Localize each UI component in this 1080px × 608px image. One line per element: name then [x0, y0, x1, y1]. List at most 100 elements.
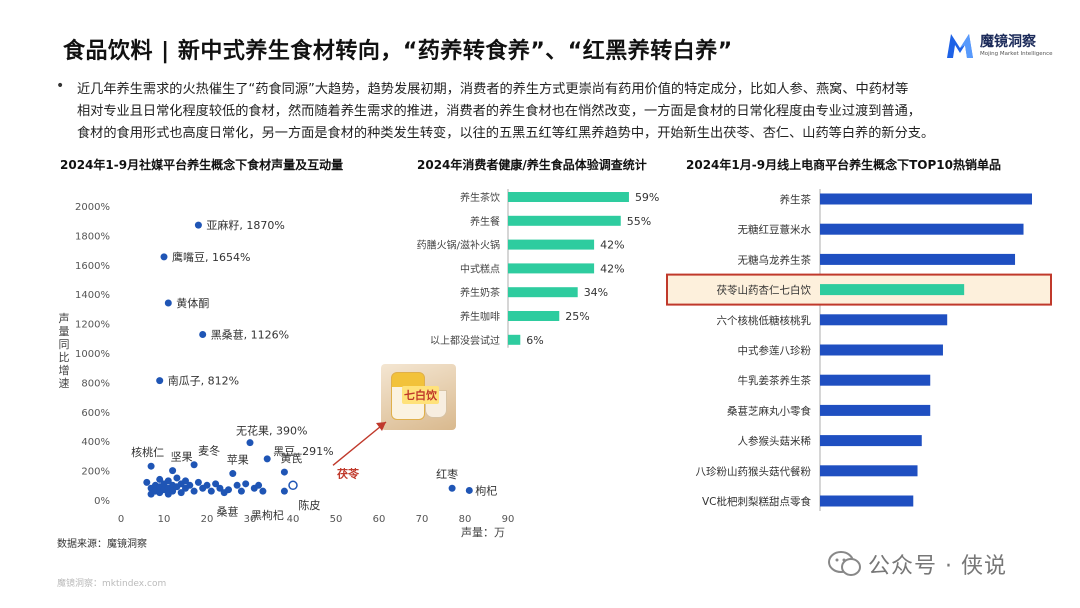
scatter-point: [242, 480, 250, 488]
survey-category-label: 养生奶茶: [460, 286, 500, 299]
scatter-point-label: 黄体酮: [176, 296, 209, 310]
survey-category-label: 以上都没尝试过: [430, 334, 500, 347]
scatter-point: [280, 487, 288, 495]
top10-bar: [820, 223, 1024, 235]
y-axis-label-char: 声: [59, 311, 70, 325]
top10-category-label: VC枇杷刺梨糕甜点零食: [702, 495, 812, 508]
scatter-point: [190, 487, 198, 495]
survey-value-label: 34%: [584, 286, 608, 299]
top10-bar: [820, 344, 943, 356]
scatter-point: [255, 481, 263, 489]
brand-m-icon: [947, 34, 973, 58]
highlight-arrow-line: [332, 421, 387, 466]
y-tick-label: 800%: [81, 378, 110, 389]
survey-category-label: 养生咖啡: [460, 310, 500, 323]
scatter-point: [177, 489, 185, 497]
x-tick-label: 30: [244, 514, 257, 525]
scatter-point: [199, 330, 207, 338]
top10-bar: [820, 314, 948, 326]
footer-site: 魔镜洞察：mktindex.com: [57, 579, 167, 589]
scatter-chart-title: 2024年1-9月社媒平台养生概念下食材声量及互动量: [60, 158, 344, 172]
scatter-point: [173, 474, 181, 482]
survey-bar: [508, 192, 629, 202]
top10-category-label: 牛乳姜茶养生茶: [738, 374, 812, 387]
y-tick-label: 2000%: [75, 202, 110, 213]
y-tick-label: 400%: [81, 437, 110, 448]
scatter-point: [237, 487, 245, 495]
x-axis-label: 声量：万: [461, 525, 505, 539]
intro-line: 食材的食用形式也高度日常化，另一方面是食材的种类发生转变，以往的五黑五红等红黑养…: [77, 126, 935, 141]
scatter-point: [246, 439, 254, 447]
scatter-point-label: 红枣: [436, 468, 458, 481]
scatter-point: [169, 487, 177, 495]
scatter-point-label: 黑豆, 291%: [273, 445, 333, 458]
survey-bar: [508, 287, 578, 298]
scatter-point: [194, 478, 202, 486]
scatter-point: [169, 467, 177, 475]
scatter-point-label: 苹果: [227, 453, 249, 467]
top10-category-label: 桑葚芝麻丸小零食: [727, 404, 811, 417]
scatter-point: [156, 475, 164, 483]
scatter-point: [229, 470, 237, 478]
scatter-point-label: 核桃仁: [131, 445, 164, 459]
top10-bar: [820, 435, 922, 447]
top10-category-label: 茯苓山药杏仁七白饮: [717, 284, 812, 297]
scatter-point-label: 茯苓: [336, 466, 360, 480]
y-tick-label: 1000%: [75, 349, 110, 360]
top10-category-label: 八珍粉山药猴头菇代餐粉: [696, 465, 812, 478]
intro-line: 近几年养生需求的火热催生了“药食同源”大趋势，趋势发展初期，消费者的养生方式更崇…: [77, 82, 909, 97]
scatter-point: [448, 484, 456, 492]
y-tick-label: 1400%: [75, 290, 110, 301]
wechat-icon: [828, 551, 861, 576]
scatter-point: [233, 481, 241, 489]
survey-bar: [508, 215, 621, 226]
watermark-text: 公众号 · 侠说: [868, 554, 1007, 579]
y-axis-label-char: 量: [59, 325, 70, 338]
survey-value-label: 55%: [627, 215, 651, 228]
y-axis-label-char: 增: [59, 363, 70, 377]
intro-paragraph: 近几年养生需求的火热催生了“药食同源”大趋势，趋势发展初期，消费者的养生方式更崇…: [77, 79, 1067, 145]
scatter-point: [212, 480, 220, 488]
y-tick-label: 1200%: [75, 320, 110, 331]
scatter-point: [216, 484, 224, 492]
top10-chart-title: 2024年1月-9月线上电商平台养生概念下TOP10热销单品: [686, 158, 1001, 172]
top10-bar: [820, 374, 931, 386]
scatter-point-highlight: [288, 480, 298, 491]
product-tag: 七白饮: [402, 386, 439, 404]
scatter-point-label: 坚果: [171, 451, 193, 464]
scatter-point-label: 枸杞: [475, 483, 497, 497]
scatter-point: [203, 481, 211, 489]
scatter-point-label: 陈皮: [298, 498, 320, 512]
top10-category-label: 无糖红豆薏米水: [738, 223, 812, 236]
scatter-point-label: 亚麻籽, 1870%: [206, 218, 284, 232]
x-tick-label: 50: [330, 514, 343, 525]
scatter-point: [280, 468, 288, 476]
top10-category-label: 中式参莲八珍粉: [738, 344, 812, 357]
data-source: 数据来源：魔镜洞察: [57, 539, 147, 550]
survey-chart-title: 2024年消费者健康/养生食品体验调查统计: [417, 158, 647, 172]
brand-logo: 魔镜洞察 Mojing Market Intelligence: [944, 30, 1053, 62]
x-tick-label: 70: [416, 514, 429, 525]
scatter-point: [147, 462, 155, 470]
scatter-point-label: 麦冬: [198, 444, 220, 458]
qibaiyin-product-image: 七白饮: [381, 364, 456, 430]
y-tick-label: 200%: [81, 467, 110, 478]
scatter-point: [194, 221, 202, 229]
x-tick-label: 60: [373, 514, 386, 525]
brand-name: 魔镜洞察: [980, 34, 1036, 50]
scatter-point-label: 黄芪: [280, 451, 302, 465]
x-tick-label: 0: [118, 514, 124, 525]
scatter-point-label: 南瓜子, 812%: [168, 375, 239, 388]
y-tick-label: 1600%: [75, 261, 110, 272]
scatter-point: [225, 486, 232, 494]
survey-category-label: 养生茶饮: [460, 191, 500, 204]
intro-line: 相对专业且日常化程度较低的食材，然而随着养生需求的推进，消费者的养生食材也在悄然…: [77, 104, 921, 119]
top10-category-label: 无糖乌龙养生茶: [738, 253, 812, 266]
scatter-point: [465, 486, 473, 494]
page-title: 食品饮料 | 新中式养生食材转向，“药养转食养”、“红黑养转白养”: [63, 39, 733, 64]
survey-value-label: 42%: [600, 262, 624, 275]
survey-bar: [508, 263, 595, 274]
scatter-point: [164, 477, 172, 485]
scatter-point: [207, 487, 215, 495]
scatter-point-label: 黑枸杞: [251, 508, 284, 522]
